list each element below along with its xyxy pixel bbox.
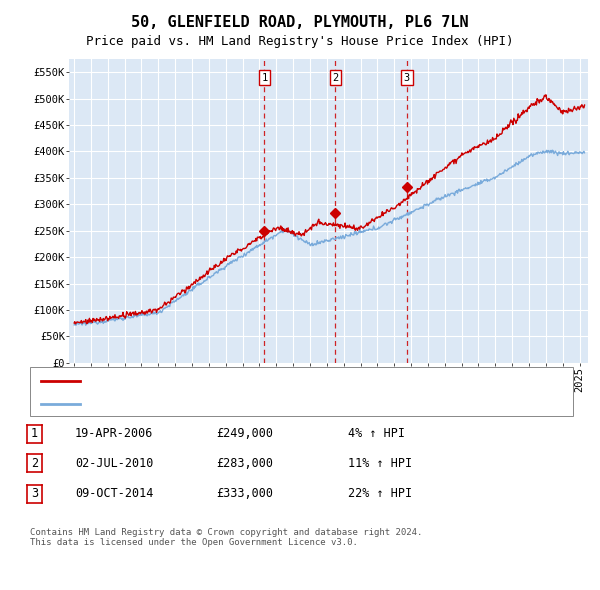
Text: 1: 1 bbox=[31, 427, 38, 440]
Text: 1: 1 bbox=[262, 73, 268, 83]
Text: 3: 3 bbox=[404, 73, 410, 83]
Text: 22% ↑ HPI: 22% ↑ HPI bbox=[348, 487, 412, 500]
Text: 50, GLENFIELD ROAD, PLYMOUTH, PL6 7LN: 50, GLENFIELD ROAD, PLYMOUTH, PL6 7LN bbox=[131, 15, 469, 30]
Text: 2: 2 bbox=[31, 457, 38, 470]
Text: 50, GLENFIELD ROAD, PLYMOUTH, PL6 7LN (detached house): 50, GLENFIELD ROAD, PLYMOUTH, PL6 7LN (d… bbox=[87, 376, 452, 386]
Text: £249,000: £249,000 bbox=[216, 427, 273, 440]
Text: 3: 3 bbox=[31, 487, 38, 500]
Text: £333,000: £333,000 bbox=[216, 487, 273, 500]
Text: £283,000: £283,000 bbox=[216, 457, 273, 470]
Text: 19-APR-2006: 19-APR-2006 bbox=[75, 427, 154, 440]
Text: HPI: Average price, detached house, City of Plymouth: HPI: Average price, detached house, City… bbox=[87, 399, 438, 409]
Text: 2: 2 bbox=[332, 73, 338, 83]
Text: Contains HM Land Registry data © Crown copyright and database right 2024.
This d: Contains HM Land Registry data © Crown c… bbox=[30, 528, 422, 548]
Text: Price paid vs. HM Land Registry's House Price Index (HPI): Price paid vs. HM Land Registry's House … bbox=[86, 35, 514, 48]
Text: 11% ↑ HPI: 11% ↑ HPI bbox=[348, 457, 412, 470]
Text: 09-OCT-2014: 09-OCT-2014 bbox=[75, 487, 154, 500]
Text: 02-JUL-2010: 02-JUL-2010 bbox=[75, 457, 154, 470]
Text: 4% ↑ HPI: 4% ↑ HPI bbox=[348, 427, 405, 440]
